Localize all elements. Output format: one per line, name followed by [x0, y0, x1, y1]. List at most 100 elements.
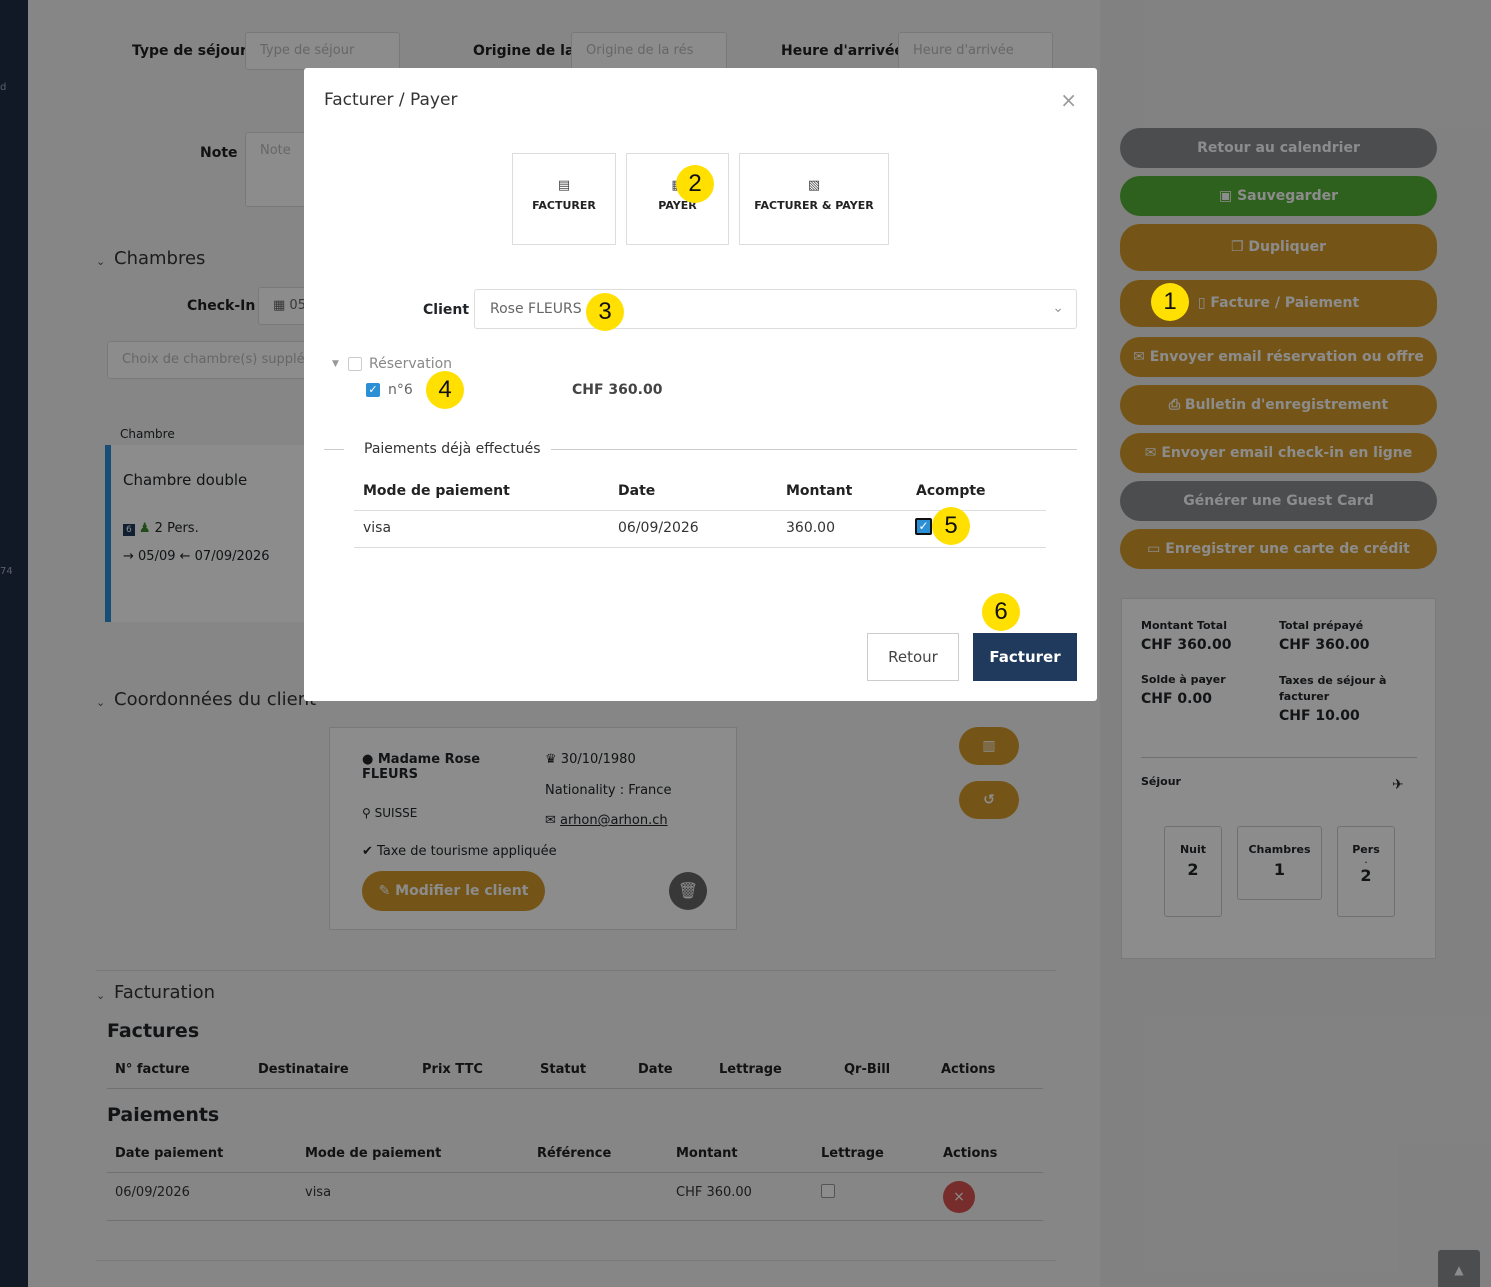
facturer-payer-modal: Facturer / Payer × ▤FACTURER ▦PAYER ▧FAC…	[304, 68, 1097, 701]
room-occupancy: 6 ♟ 2 Pers.	[123, 521, 199, 536]
client-email[interactable]: ✉ arhon@arhon.ch	[545, 813, 668, 828]
checkin-label: Check-In	[187, 298, 256, 314]
file-invoice-icon: ▧	[807, 178, 821, 193]
step-badge: 4	[426, 371, 464, 409]
email-reservation-button[interactable]: ✉ Envoyer email réservation ou offre	[1120, 337, 1437, 377]
payment-date: 06/09/2026	[115, 1185, 190, 1200]
total-value: CHF 360.00	[1141, 637, 1232, 653]
left-sidebar: d 74	[0, 0, 28, 1287]
client-card: ● Madame Rose FLEURS ⚲ SUISSE ♛ 30/10/198…	[329, 727, 737, 930]
credit-card-button[interactable]: ▭ Enregistrer une carte de crédit	[1120, 529, 1437, 569]
envelope-icon: ✉	[1144, 445, 1157, 461]
col-facture: N° facture	[115, 1062, 190, 1077]
type-sejour-select[interactable]: Type de séjour	[245, 32, 400, 70]
payment-amount: 360.00	[786, 520, 835, 536]
tab-facturer-payer[interactable]: ▧ FACTURER & PAYER	[739, 153, 889, 245]
client-birth: ♛ 30/10/1980	[545, 752, 636, 767]
step-badge: 5	[932, 507, 970, 545]
chevron-down-icon[interactable]: ⌄	[96, 696, 106, 709]
heure-select[interactable]: Heure d'arrivée	[898, 32, 1053, 70]
origine-label: Origine de la	[473, 43, 575, 59]
acompte-checkbox[interactable]: ✓	[915, 518, 932, 535]
envelope-icon: ✉	[545, 813, 556, 828]
tab-facturer[interactable]: ▤ FACTURER	[512, 153, 616, 245]
facturer-submit-button[interactable]: Facturer	[973, 633, 1077, 681]
tree-toggle-icon[interactable]: ▼	[332, 359, 339, 369]
trash-icon[interactable]: 🗑	[669, 872, 707, 910]
check-circle-icon: ✔	[362, 844, 373, 859]
reservation-checkbox[interactable]	[348, 357, 362, 371]
taxes-value: CHF 10.00	[1279, 708, 1360, 724]
col-montant: Montant	[786, 483, 853, 499]
payment-amount: CHF 360.00	[676, 1185, 752, 1200]
summary-card: Montant Total CHF 360.00 Total prépayé C…	[1121, 598, 1436, 959]
step-badge: 2	[676, 165, 714, 203]
credit-card-icon: ▭	[1147, 541, 1161, 557]
col-statut: Statut	[540, 1062, 587, 1077]
sidebar-mark: d	[0, 82, 7, 93]
col-lettrage: Lettrage	[821, 1146, 884, 1161]
col-date: Date	[638, 1062, 673, 1077]
paiements-title: Paiements déjà effectués	[364, 441, 541, 457]
retour-button[interactable]: Retour	[867, 633, 959, 681]
duplicate-button[interactable]: ❐ Dupliquer	[1120, 224, 1437, 271]
client-country: ⚲ SUISSE	[362, 806, 418, 820]
cake-icon: ♛	[545, 752, 557, 767]
section-facturation-title: Facturation	[114, 982, 216, 1003]
chambres-box: Chambres 1	[1237, 826, 1322, 900]
plane-landing-icon: ✈	[1392, 777, 1404, 793]
edit-client-button[interactable]: ✎ Modifier le client	[362, 871, 545, 911]
resa-item: n°6	[388, 382, 413, 398]
chevron-down-icon[interactable]: ⌄	[96, 989, 106, 1002]
col-actions: Actions	[943, 1146, 998, 1161]
payment-mode: visa	[363, 520, 392, 536]
col-qrbill: Qr-Bill	[844, 1062, 891, 1077]
map-pin-icon: ⚲	[362, 806, 371, 820]
col-acompte: Acompte	[916, 483, 986, 499]
payment-mode: visa	[305, 1185, 332, 1200]
client-select[interactable]: Rose FLEURS ⌄	[474, 289, 1077, 329]
save-button[interactable]: ▣ Sauvegarder	[1120, 176, 1437, 216]
type-sejour-label: Type de séjour	[132, 43, 247, 59]
client-label: Client	[423, 302, 470, 318]
chevron-down-icon: ⌄	[1052, 300, 1064, 316]
section-client-title: Coordonnées du client	[114, 689, 317, 710]
room-name: Chambre double	[123, 471, 248, 489]
note-label: Note	[200, 145, 238, 161]
sejour-label: Séjour	[1141, 775, 1181, 788]
divider	[551, 449, 1077, 450]
step-badge: 3	[586, 293, 624, 331]
print-icon: ⎙	[1168, 397, 1181, 413]
tab-payer[interactable]: ▦PAYER	[626, 153, 729, 245]
divider	[354, 510, 1046, 511]
room-dates: → 05/09 ← 07/09/2026	[123, 549, 270, 564]
col-reference: Référence	[537, 1146, 612, 1161]
bulletin-button[interactable]: ⎙ Bulletin d'enregistrement	[1120, 385, 1437, 425]
guest-card-button[interactable]: Générer une Guest Card	[1120, 481, 1437, 521]
taxes-label: Taxes de séjour à facturer	[1279, 674, 1387, 703]
divider	[354, 547, 1046, 548]
resa-checkbox[interactable]: ✓	[366, 383, 380, 397]
email-checkin-button[interactable]: ✉ Envoyer email check-in en ligne	[1120, 433, 1437, 473]
chevron-down-icon[interactable]: ⌄	[96, 255, 106, 268]
people-icon: ♟	[138, 521, 151, 536]
scroll-top-button[interactable]: ▲	[1438, 1250, 1480, 1287]
prepaye-value: CHF 360.00	[1279, 637, 1370, 653]
retour-calendrier-button[interactable]: Retour au calendrier	[1120, 128, 1437, 168]
total-label: Montant Total	[1141, 619, 1227, 632]
reservation-label: Réservation	[369, 356, 453, 372]
col-lettrage: Lettrage	[719, 1062, 782, 1077]
factures-title: Factures	[107, 1020, 200, 1042]
lettrage-checkbox[interactable]	[821, 1184, 835, 1198]
close-icon[interactable]: ×	[1060, 88, 1077, 112]
modal-title: Facturer / Payer	[324, 90, 458, 110]
delete-payment-icon[interactable]: ×	[943, 1181, 975, 1213]
solde-label: Solde à payer	[1141, 673, 1226, 686]
building-icon[interactable]: ▥	[959, 727, 1019, 765]
bed-icon: 6	[123, 524, 135, 536]
paiements-title: Paiements	[107, 1104, 220, 1126]
origine-select[interactable]: Origine de la rés	[571, 32, 727, 70]
col-destinataire: Destinataire	[258, 1062, 349, 1077]
user-icon: ●	[362, 752, 374, 767]
history-icon[interactable]: ↺	[959, 781, 1019, 819]
